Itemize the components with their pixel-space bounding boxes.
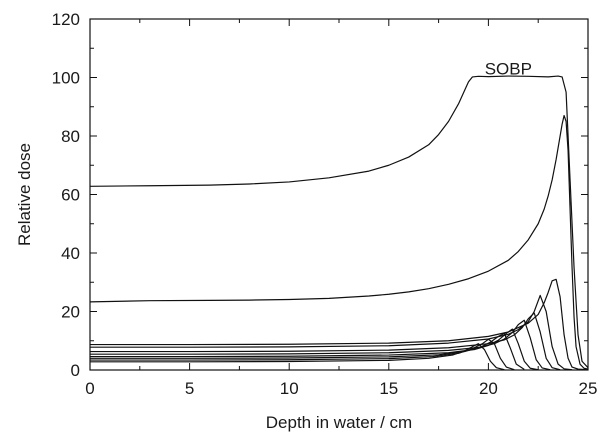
x-tick-label: 0 <box>85 379 94 398</box>
plot-area <box>89 75 589 371</box>
y-tick-label: 80 <box>61 127 80 146</box>
dose-curve-1 <box>89 75 589 369</box>
sobp-annotation: SOBP <box>485 60 532 79</box>
y-tick-label: 40 <box>61 244 80 263</box>
dose-curve-10 <box>90 343 505 371</box>
dose-curve-8 <box>90 332 525 370</box>
dose-curve-2 <box>89 114 589 370</box>
x-tick-label: 25 <box>579 379 598 398</box>
tick-labels: 0 5 10 15 20 25 0 20 40 60 80 100 120 <box>52 10 598 398</box>
x-tick-label: 15 <box>379 379 398 398</box>
x-tick-label: 5 <box>185 379 194 398</box>
plot-frame <box>89 18 589 371</box>
x-tick-label: 20 <box>479 379 498 398</box>
x-tick-label: 10 <box>280 379 299 398</box>
dose-curve-3 <box>90 278 589 371</box>
dose-curve-9 <box>90 338 515 371</box>
y-tick-label: 0 <box>71 361 80 380</box>
y-axis-title: Relative dose <box>15 143 34 246</box>
y-tick-label: 120 <box>52 10 80 29</box>
dose-curve-6 <box>90 319 551 371</box>
axis-ticks <box>89 18 589 371</box>
y-tick-label: 20 <box>61 303 80 322</box>
x-axis-title: Depth in water / cm <box>266 413 412 432</box>
y-tick-label: 60 <box>61 186 80 205</box>
y-tick-label: 100 <box>52 69 80 88</box>
